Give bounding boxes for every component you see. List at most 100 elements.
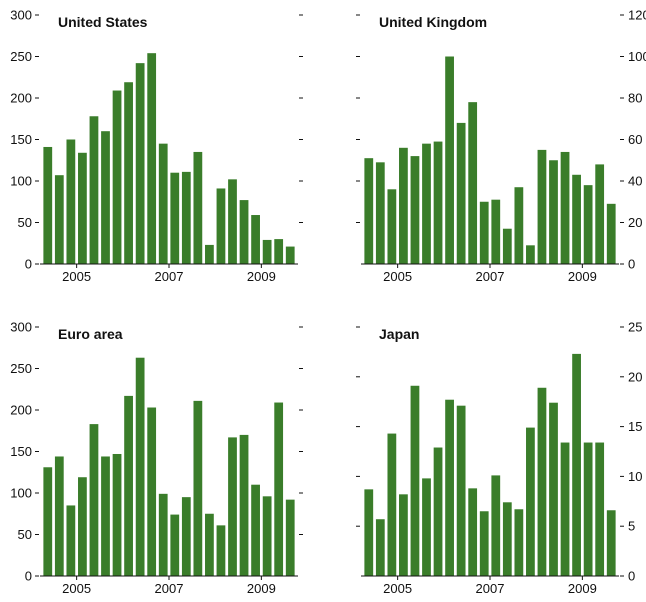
bar-japan-11 [491, 475, 501, 576]
y-tick-label-left-euro-area-2: 100 [10, 486, 32, 501]
bar-euro-area-17 [239, 434, 249, 576]
x-tick-label-euro-area-1: 2007 [155, 581, 184, 596]
bar-japan-2 [387, 433, 397, 576]
x-tick-label-japan-1: 2007 [476, 581, 505, 596]
y-tick-label-left-united-states-0: 0 [25, 257, 32, 272]
x-tick-label-united-states-0: 2005 [62, 269, 91, 284]
bar-euro-area-7 [124, 395, 133, 576]
x-tick-label-japan-2: 2009 [568, 581, 597, 596]
bar-united-kingdom-18 [572, 174, 581, 264]
bar-euro-area-14 [205, 513, 214, 576]
bar-euro-area-15 [216, 525, 226, 576]
x-tick-label-euro-area-2: 2009 [247, 581, 276, 596]
x-tick-label-united-states-2: 2009 [247, 269, 276, 284]
bar-euro-area-4 [89, 424, 99, 576]
panel-japan: 2005 2007 2009 0 5 10 15 20 25 Japan [356, 320, 642, 596]
bar-united-kingdom-10 [479, 201, 489, 264]
bar-euro-area-19 [262, 496, 272, 576]
y-tick-label-left-united-states-2: 100 [10, 174, 32, 189]
bar-united-kingdom-13 [514, 187, 524, 264]
bar-japan-6 [433, 447, 443, 576]
bar-united-states-18 [251, 215, 260, 264]
bar-japan-21 [606, 510, 616, 576]
bar-united-states-12 [181, 171, 191, 264]
bar-euro-area-6 [112, 453, 122, 576]
bar-japan-5 [422, 478, 431, 576]
bar-euro-area-5 [101, 456, 110, 576]
y-tick-label-left-euro-area-5: 250 [10, 361, 32, 376]
bar-japan-14 [526, 427, 535, 576]
bar-united-kingdom-12 [502, 228, 512, 264]
panel-title-japan: Japan [379, 326, 419, 342]
y-tick-label-left-euro-area-6: 300 [10, 320, 32, 335]
bar-united-kingdom-16 [549, 160, 558, 264]
y-tick-label-left-united-states-1: 50 [18, 215, 32, 230]
y-tick-label-left-euro-area-1: 50 [18, 527, 32, 542]
bar-japan-7 [445, 399, 454, 576]
bar-united-states-19 [262, 239, 272, 264]
bar-united-states-4 [89, 116, 99, 264]
bar-united-states-9 [147, 53, 157, 265]
bar-united-states-16 [228, 179, 237, 264]
bar-japan-16 [549, 402, 558, 576]
bar-united-kingdom-1 [375, 162, 385, 264]
bar-japan-10 [479, 511, 489, 576]
x-tick-label-euro-area-0: 2005 [62, 581, 91, 596]
x-tick-label-united-states-1: 2007 [155, 269, 184, 284]
bar-united-kingdom-20 [595, 164, 605, 264]
x-tick-label-united-kingdom-0: 2005 [383, 269, 412, 284]
x-tick-label-japan-0: 2005 [383, 581, 412, 596]
bar-euro-area-3 [78, 477, 87, 576]
bar-united-states-3 [78, 152, 87, 264]
bar-united-states-11 [170, 172, 180, 264]
y-tick-label-right-japan-4: 20 [628, 369, 642, 384]
y-tick-label-left-euro-area-4: 200 [10, 403, 32, 418]
bar-united-kingdom-15 [537, 149, 547, 265]
bar-united-states-7 [124, 82, 133, 264]
bar-euro-area-11 [170, 514, 180, 576]
bar-united-kingdom-2 [387, 189, 397, 264]
bar-united-kingdom-17 [560, 151, 570, 264]
bar-united-kingdom-6 [433, 141, 443, 264]
y-tick-label-left-united-states-3: 150 [10, 132, 32, 147]
x-tick-label-united-kingdom-1: 2007 [476, 269, 505, 284]
bar-united-states-5 [101, 131, 110, 264]
bar-united-states-15 [216, 188, 226, 264]
y-tick-label-left-united-states-4: 200 [10, 91, 32, 106]
bar-united-kingdom-11 [491, 199, 501, 264]
bar-united-states-6 [112, 90, 122, 264]
bar-united-kingdom-14 [526, 245, 535, 264]
bar-euro-area-20 [274, 402, 284, 576]
bar-japan-3 [399, 494, 408, 576]
bar-japan-4 [410, 385, 420, 576]
panel-united-kingdom: 2005 2007 2009 0 20 40 60 80 100 120 United Kingdo… [356, 8, 646, 284]
y-tick-label-right-united-kingdom-1: 20 [628, 215, 642, 230]
bar-japan-17 [560, 442, 570, 576]
bar-japan-8 [456, 405, 466, 576]
bar-japan-9 [468, 488, 478, 576]
bar-euro-area-9 [147, 407, 157, 576]
y-tick-label-left-united-states-5: 250 [10, 49, 32, 64]
bar-united-states-20 [274, 239, 284, 264]
bar-japan-1 [375, 519, 385, 576]
y-tick-label-right-united-kingdom-2: 40 [628, 174, 642, 189]
bar-japan-20 [595, 442, 605, 576]
bar-united-states-21 [285, 246, 295, 264]
bar-euro-area-8 [135, 357, 145, 576]
bar-euro-area-2 [66, 505, 76, 576]
bar-united-states-8 [135, 63, 145, 264]
bar-japan-12 [502, 502, 512, 576]
bar-euro-area-21 [285, 499, 295, 576]
bar-euro-area-0 [43, 467, 53, 576]
y-tick-label-right-japan-3: 15 [628, 419, 642, 434]
x-tick-label-united-kingdom-2: 2009 [568, 269, 597, 284]
y-tick-label-left-euro-area-0: 0 [25, 569, 32, 584]
bar-united-kingdom-8 [456, 122, 466, 265]
bar-euro-area-1 [54, 456, 64, 576]
bar-japan-13 [514, 509, 524, 576]
bar-united-states-10 [158, 143, 168, 264]
bar-euro-area-12 [181, 497, 191, 576]
y-tick-label-right-united-kingdom-3: 60 [628, 132, 642, 147]
panel-title-euro-area: Euro area [58, 326, 123, 342]
